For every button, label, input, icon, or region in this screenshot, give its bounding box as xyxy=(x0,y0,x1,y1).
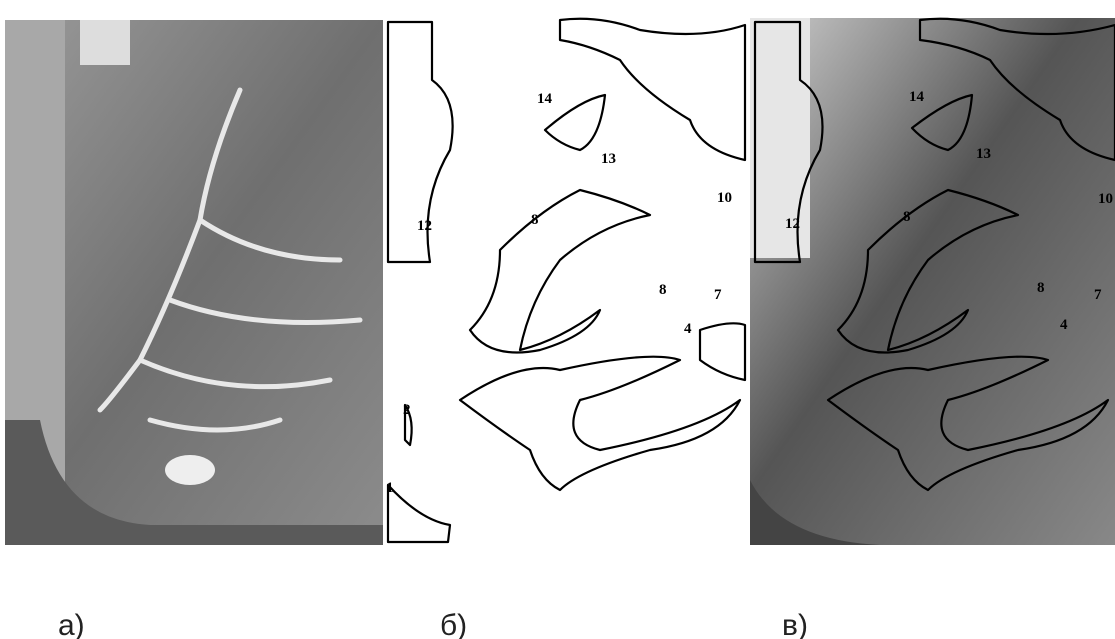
contour-label: 4 xyxy=(1060,317,1068,333)
contour-label: 13 xyxy=(601,151,616,167)
contour-label: 10 xyxy=(1098,191,1113,207)
contour-label: 10 xyxy=(717,190,732,206)
contour-label: 14 xyxy=(909,89,925,105)
panel-b xyxy=(383,10,748,545)
contour-label: 12 xyxy=(785,216,800,232)
contour-label: 4 xyxy=(684,321,692,337)
contour-label: 12 xyxy=(417,218,432,234)
contour-label: 8 xyxy=(903,209,911,225)
contour-label: 14 xyxy=(537,91,553,107)
contour-label: 7 xyxy=(714,287,722,303)
panel-caption: а) xyxy=(58,609,85,639)
contour-label: 2 xyxy=(403,402,411,418)
contour-label: 8 xyxy=(531,212,539,228)
panel-a xyxy=(5,20,383,545)
contour-label: 8 xyxy=(659,282,667,298)
figure: 14 13 12 10 8 8 7 4 2 1 14 13 12 10 8 8 7 4 а) б) в) xyxy=(0,0,1115,639)
contour-label: 13 xyxy=(976,146,991,162)
panel-c xyxy=(750,18,1115,545)
contour-label: 7 xyxy=(1094,287,1102,303)
captions: а) б) в) xyxy=(58,609,808,639)
panel-caption: б) xyxy=(440,609,467,639)
panel-caption: в) xyxy=(782,609,808,639)
contour-label: 1 xyxy=(386,480,394,496)
contour-label: 8 xyxy=(1037,280,1045,296)
